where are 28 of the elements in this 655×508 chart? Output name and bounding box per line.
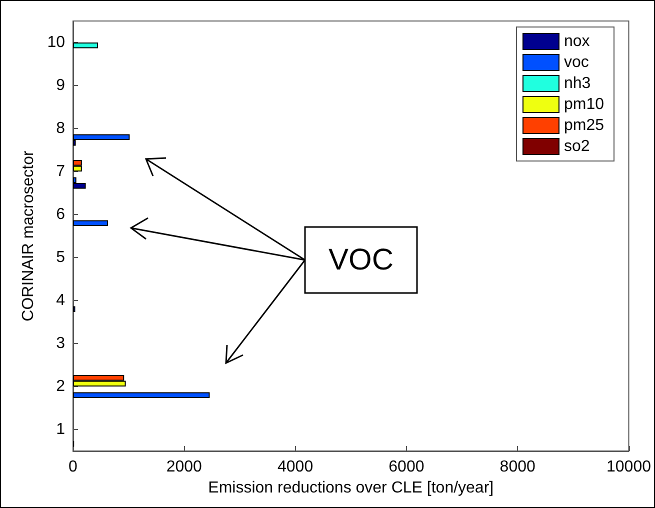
bar — [73, 220, 108, 226]
y-tick-label: 3 — [56, 335, 66, 352]
x-tick-label: 6000 — [388, 458, 424, 476]
legend-label: voc — [564, 54, 589, 71]
bar — [73, 42, 98, 48]
legend-label: nox — [564, 33, 590, 50]
y-tick-label: 2 — [56, 378, 66, 395]
legend-label: pm25 — [564, 117, 604, 134]
annotation: VOC — [328, 244, 394, 276]
y-tick-label: 4 — [56, 292, 66, 309]
y-axis-title: CORINAIR macrosector — [20, 150, 37, 322]
legend-label: nh3 — [564, 75, 591, 92]
y-tick-label: 10 — [47, 34, 66, 51]
y-tick-label: 9 — [56, 77, 66, 94]
x-tick-label: 4000 — [278, 458, 314, 476]
x-axis-title: Emission reductions over CLE [ton/year] — [208, 479, 494, 496]
legend-label: pm10 — [564, 96, 604, 113]
x-tick-label: 8000 — [500, 458, 536, 476]
x-tick-label: 10000 — [606, 458, 652, 476]
y-tick-label: 7 — [56, 163, 66, 180]
x-tick-label: 2000 — [166, 458, 202, 476]
x-tick-label: 0 — [68, 458, 78, 476]
y-tick-label: 8 — [56, 120, 66, 137]
bar — [73, 392, 210, 398]
y-tick-label: 1 — [56, 421, 66, 438]
y-tick-label: 6 — [56, 206, 66, 223]
legend-label: so2 — [564, 138, 590, 155]
y-tick-label: 5 — [56, 249, 66, 266]
